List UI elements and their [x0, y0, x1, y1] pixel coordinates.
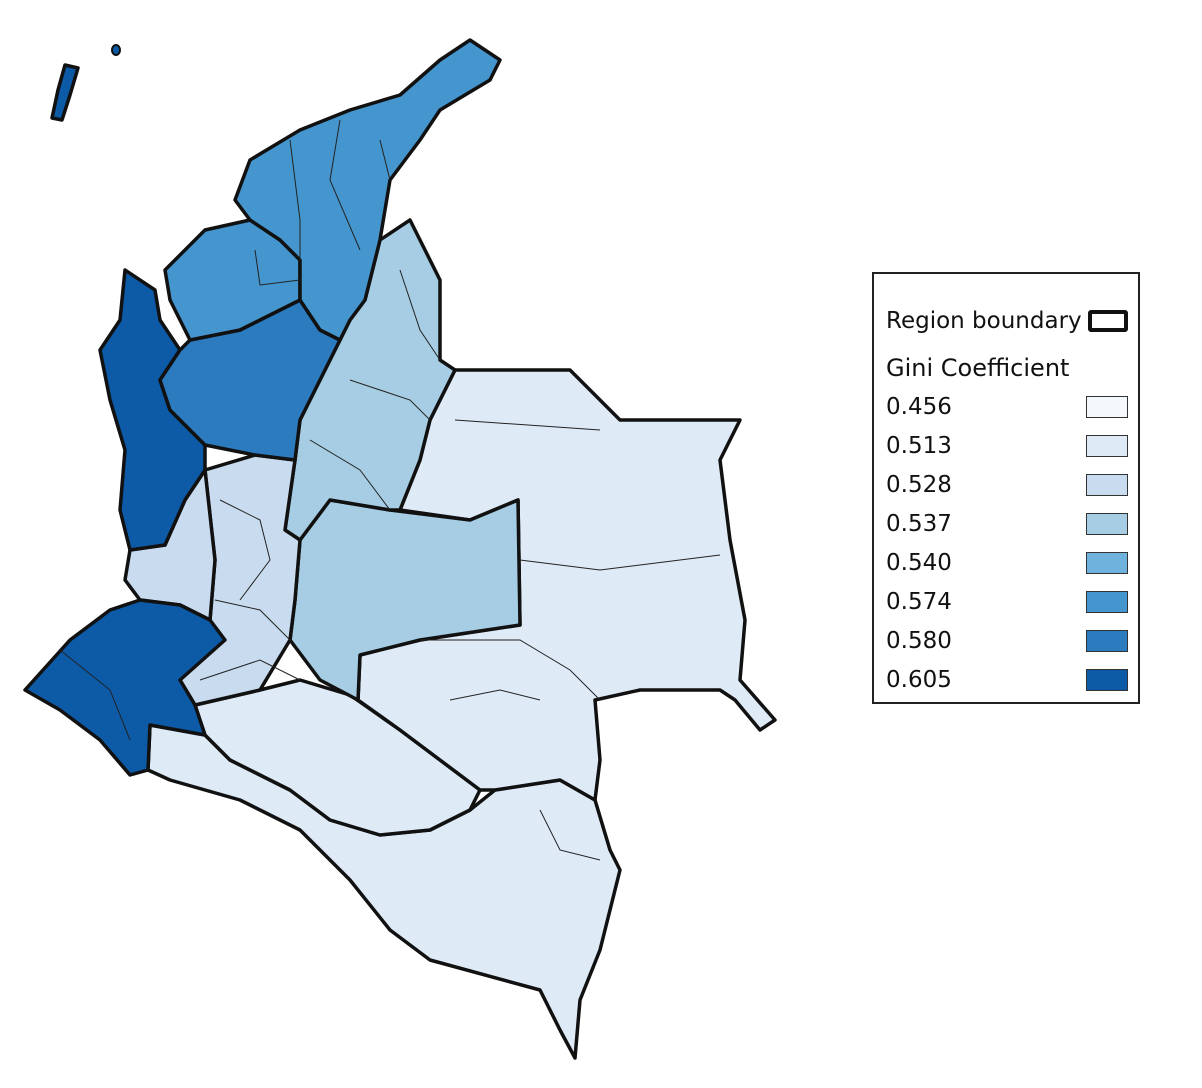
region-caribe	[233, 38, 502, 342]
legend-item: 0.580	[886, 624, 1128, 658]
legend-item-value: 0.537	[886, 511, 952, 537]
legend-swatch	[1086, 552, 1128, 574]
legend-title: Gini Coefficient	[886, 354, 1070, 382]
region-narino-cauca	[23, 598, 227, 777]
legend-swatch	[1086, 591, 1128, 613]
legend-swatch	[1086, 513, 1128, 535]
legend-item: 0.528	[886, 468, 1128, 502]
legend-item-value: 0.574	[886, 589, 952, 615]
legend-item-value: 0.513	[886, 433, 952, 459]
legend-swatch	[1086, 669, 1128, 691]
legend-boundary-row: Region boundary	[886, 304, 1128, 338]
legend-item: 0.574	[886, 585, 1128, 619]
department-lines	[59, 119, 721, 861]
legend-item-value: 0.580	[886, 628, 952, 654]
legend-item: 0.605	[886, 663, 1128, 697]
providencia-island	[111, 44, 121, 56]
legend-item-value: 0.456	[886, 394, 952, 420]
colombia-gini-map	[23, 38, 777, 1060]
legend-swatch	[1086, 630, 1128, 652]
legend-item-value: 0.605	[886, 667, 952, 693]
legend-item: 0.537	[886, 507, 1128, 541]
legend-item-value: 0.528	[886, 472, 952, 498]
region-caqueta-putumayo	[193, 678, 482, 837]
legend-swatch	[1086, 435, 1128, 457]
legend-boundary-swatch	[1088, 310, 1128, 332]
legend-item: 0.540	[886, 546, 1128, 580]
region-choco	[98, 268, 207, 552]
legend-boundary-label: Region boundary	[886, 308, 1082, 334]
legend-item-value: 0.540	[886, 550, 952, 576]
map-legend: Region boundary Gini Coefficient 0.456 0.…	[872, 272, 1140, 704]
legend-swatch	[1086, 396, 1128, 418]
region-san-andres	[50, 63, 80, 122]
legend-swatch	[1086, 474, 1128, 496]
legend-item: 0.513	[886, 429, 1128, 463]
legend-item: 0.456	[886, 390, 1128, 424]
